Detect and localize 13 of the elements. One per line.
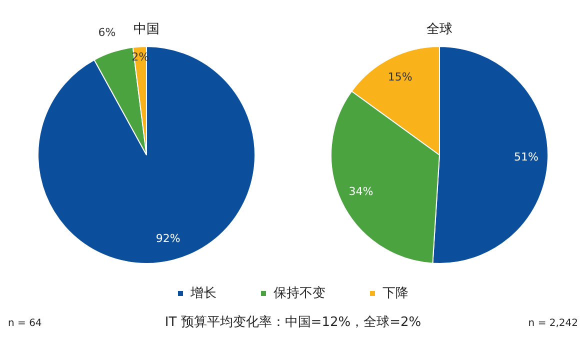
chart-title: 全球 — [426, 21, 454, 38]
data-label: 51% — [514, 150, 538, 164]
legend-label: 保持不变 — [272, 286, 326, 301]
legend-label: 增长 — [190, 286, 216, 301]
data-label: 34% — [348, 184, 374, 198]
text: IT 预算平均变化率：中国=12%，全球=2% — [164, 315, 422, 330]
data-label: 92% — [156, 232, 180, 245]
text: n = 2,242 — [528, 318, 578, 329]
chart-title: 中国 — [134, 22, 160, 37]
data-label: 15% — [388, 70, 412, 84]
data-label: 6% — [98, 26, 116, 40]
text: n = 64 — [8, 318, 42, 329]
legend-label: 下降 — [382, 286, 408, 301]
